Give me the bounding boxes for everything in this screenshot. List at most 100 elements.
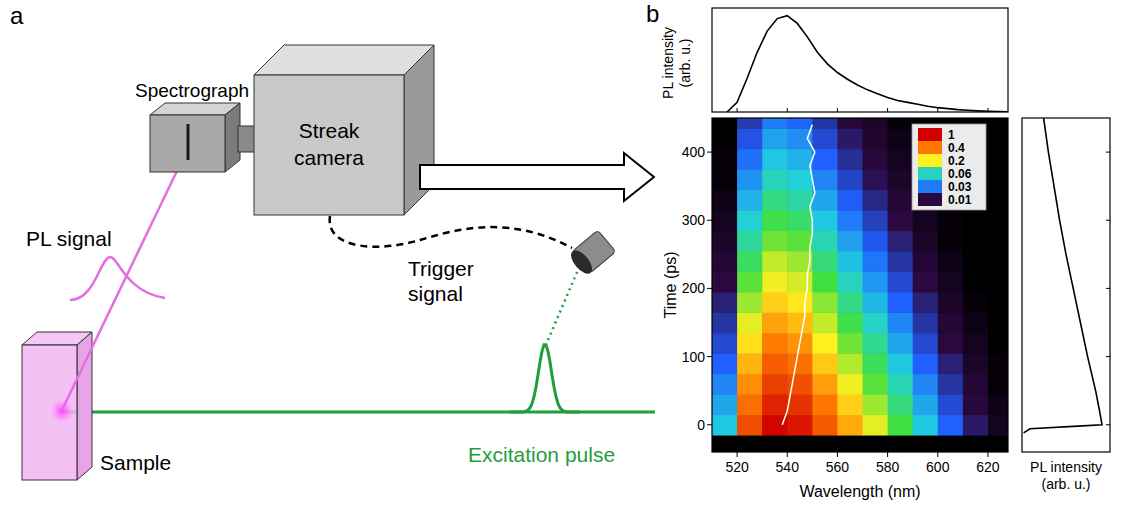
heatmap-cell — [762, 149, 788, 170]
y-tick — [707, 152, 712, 153]
heatmap-cell — [863, 128, 889, 149]
heatmap-cell — [737, 128, 763, 149]
spectrum-line — [727, 16, 1008, 112]
heatmap-cell — [863, 230, 889, 251]
heatmap-cell — [762, 394, 788, 415]
heatmap-cell — [837, 118, 863, 129]
label-line: 600 — [926, 459, 950, 475]
y-title-group: Time (ps) — [662, 252, 679, 319]
heatmap-cell — [913, 251, 939, 272]
heatmap-cell — [913, 415, 939, 436]
heatmap-cell — [988, 210, 1008, 231]
label-line: PL intensity — [1030, 459, 1102, 475]
heatmap-cell — [963, 374, 989, 395]
spectrum-frame — [712, 8, 1008, 112]
panel-a: aExcitation pulseTriggersignalSamplePL s… — [10, 2, 655, 480]
label-line: 0.06 — [948, 167, 972, 181]
pickoff-line — [548, 270, 578, 340]
label-line: PL intensity — [660, 27, 676, 99]
spectrograph-front — [150, 115, 225, 172]
colorbar-label: 0.4 — [948, 141, 965, 155]
y-tick-label: 0 — [697, 417, 705, 433]
y-tick-label: 300 — [682, 212, 706, 228]
spectrum-tick — [987, 108, 988, 112]
heatmap-cell — [863, 333, 889, 354]
colorbar-label: 0.01 — [948, 193, 972, 207]
heatmap-cell — [812, 251, 838, 272]
colorbar-swatch — [918, 154, 942, 167]
heatmap-cell — [913, 394, 939, 415]
spectrum-tick — [787, 108, 788, 112]
heatmap-cell — [762, 128, 788, 149]
heatmap-cell — [737, 312, 763, 333]
spectrum-tick — [887, 108, 888, 112]
heatmap-cell — [762, 251, 788, 272]
heatmap-cell — [913, 312, 939, 333]
heatmap-cell — [712, 312, 738, 333]
heatmap-cell — [812, 169, 838, 190]
heatmap-cell — [988, 394, 1008, 415]
heatmap-cell — [812, 230, 838, 251]
heatmap-cell — [863, 415, 889, 436]
label-line: 200 — [682, 280, 706, 296]
heatmap-cell — [762, 292, 788, 313]
decay-group — [1024, 118, 1102, 433]
label-line: 560 — [826, 459, 850, 475]
heatmap-cell — [938, 353, 964, 374]
heatmap-cell — [888, 190, 914, 211]
heatmap-cell — [888, 415, 914, 436]
heatmap-cell — [988, 128, 1008, 149]
heatmap-cell — [988, 292, 1008, 313]
x-tick-label: 620 — [976, 459, 1000, 475]
heatmap-cell — [712, 394, 738, 415]
heatmap-cell — [938, 394, 964, 415]
heatmap-cell — [712, 128, 738, 149]
heatmap-cell — [737, 415, 763, 436]
decay-tick — [1106, 152, 1110, 153]
sample-label: Sample — [100, 451, 171, 474]
heatmap-cell — [812, 210, 838, 231]
heatmap-cell — [988, 271, 1008, 292]
y-tick-label: 400 — [682, 144, 706, 160]
heatmap-cell — [737, 374, 763, 395]
heatmap-cell — [787, 190, 813, 211]
heatmap-cell — [787, 149, 813, 170]
heatmap-cell — [762, 333, 788, 354]
label-line: b — [646, 0, 659, 27]
label-line: 1 — [948, 128, 955, 142]
heatmap-cell — [863, 292, 889, 313]
heatmap-cell — [762, 190, 788, 211]
heatmap-cell — [762, 374, 788, 395]
label-line: (arb. u.) — [1041, 476, 1090, 492]
decay-tick — [1106, 356, 1110, 357]
heatmap-cell — [963, 333, 989, 354]
spectrum-title-group: PL intensity(arb. u.) — [660, 27, 693, 99]
heatmap-cell — [787, 210, 813, 231]
heatmap-cell — [837, 128, 863, 149]
label-line: 0.03 — [948, 180, 972, 194]
heatmap-cell — [812, 394, 838, 415]
heatmap-cell — [913, 271, 939, 292]
x-axis-title: Wavelength (nm) — [799, 483, 920, 500]
heatmap-cell — [812, 128, 838, 149]
heatmap-cell — [762, 210, 788, 231]
connector — [238, 126, 256, 152]
peak-trace — [782, 125, 815, 425]
label-line: 0.2 — [948, 154, 965, 168]
heatmap-cell — [737, 271, 763, 292]
pl-pulse — [70, 257, 165, 300]
heatmap-cell — [812, 149, 838, 170]
heatmap-cell — [913, 353, 939, 374]
decay-frame — [1022, 118, 1110, 452]
heatmap-cell — [888, 333, 914, 354]
heatmap-cell — [863, 118, 889, 129]
label-line: Streak — [299, 119, 360, 142]
camera-front — [254, 75, 404, 215]
spectrograph-label: Spectrograph — [135, 80, 249, 101]
heatmap-cell — [712, 333, 738, 354]
heatmap-cell — [938, 271, 964, 292]
heatmap-cell — [963, 415, 989, 436]
heatmap-cell — [863, 394, 889, 415]
heatmap-cell — [762, 353, 788, 374]
heatmap-cell — [762, 169, 788, 190]
